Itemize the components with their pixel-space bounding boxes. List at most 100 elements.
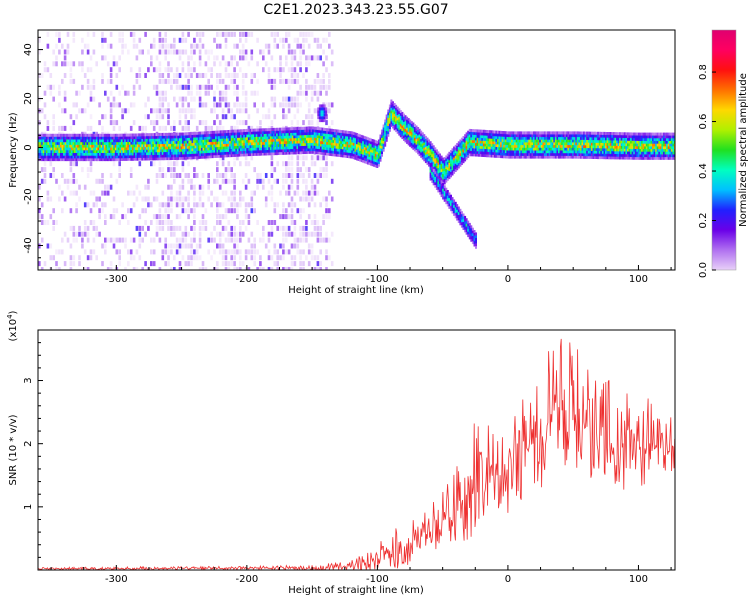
heatmap-cell [291, 138, 294, 141]
heatmap-cell [216, 144, 219, 148]
heatmap-cell [204, 139, 206, 143]
heatmap-cell [324, 149, 327, 153]
heatmap-cell [164, 90, 167, 96]
heatmap-cell [328, 102, 331, 108]
heatmap-cell [147, 146, 150, 150]
heatmap-cell [147, 225, 150, 231]
heatmap-cell [302, 190, 305, 196]
heatmap-cell [198, 37, 202, 43]
heatmap-cell [512, 147, 515, 151]
heatmap-cell [175, 138, 178, 142]
heatmap-cell [56, 158, 59, 162]
heatmap-cell [479, 140, 482, 144]
heatmap-cell [476, 142, 479, 146]
heatmap-cell [141, 136, 144, 139]
heatmap-cell [75, 208, 78, 214]
heatmap-cell [236, 120, 239, 126]
heatmap-cell [379, 148, 382, 151]
heatmap-cell [250, 31, 254, 37]
heatmap-cell [116, 152, 119, 156]
heatmap-cell [537, 155, 540, 159]
heatmap-cell [49, 73, 53, 78]
heatmap-cell [195, 255, 199, 261]
heatmap-cell [133, 133, 136, 137]
heatmap-cell [167, 78, 170, 84]
heatmap-cell [445, 166, 448, 170]
heatmap-cell [296, 73, 300, 78]
heatmap-cell [498, 130, 501, 134]
heatmap-cell [320, 146, 322, 150]
heatmap-cell [247, 137, 250, 140]
heatmap-cell [432, 153, 435, 157]
heatmap-cell [189, 132, 192, 136]
heatmap-cell [293, 220, 297, 225]
heatmap-cell [316, 231, 320, 237]
heatmap-cell [454, 155, 457, 159]
heatmap-cell [132, 31, 136, 37]
heatmap-cell [132, 237, 136, 243]
heatmap-cell [235, 132, 238, 136]
heatmap-cell [211, 144, 214, 148]
heatmap-cell [164, 138, 167, 142]
heatmap-cell [270, 120, 274, 126]
heatmap-cell [224, 102, 228, 108]
heatmap-cell [86, 133, 89, 137]
heatmap-cell [348, 141, 351, 145]
heatmap-cell [330, 120, 334, 126]
heatmap-cell [171, 151, 174, 155]
heatmap-cell [316, 73, 320, 78]
heatmap-cell [195, 31, 199, 37]
heatmap-cell [144, 102, 147, 108]
heatmap-cell [230, 143, 233, 147]
heatmap-cell [274, 130, 277, 134]
heatmap-cell [128, 144, 131, 148]
heatmap-cell [187, 261, 190, 267]
heatmap-cell [111, 136, 114, 140]
heatmap-cell [172, 138, 175, 142]
heatmap-cell [202, 144, 205, 148]
heatmap-cell [58, 196, 61, 202]
heatmap-cell [359, 145, 362, 149]
heatmap-cell [85, 141, 87, 145]
heatmap-cell [250, 249, 254, 255]
heatmap-cell [222, 149, 225, 153]
heatmap-cell [256, 78, 259, 84]
heatmap-cell [388, 107, 391, 111]
heatmap-cell [437, 154, 440, 158]
heatmap-cell [50, 150, 53, 153]
heatmap-cell [121, 49, 124, 55]
heatmap-cell [420, 138, 423, 142]
heatmap-cell [221, 108, 225, 114]
heatmap-cell [241, 148, 244, 152]
heatmap-cell [268, 144, 271, 148]
heatmap-cell [70, 133, 73, 137]
heatmap-cell [136, 157, 139, 161]
heatmap-cell [269, 149, 272, 153]
heatmap-cell [204, 102, 208, 108]
heatmap-cell [539, 139, 542, 143]
heatmap-cell [424, 138, 427, 142]
heatmap-cell [189, 156, 192, 160]
heatmap-cell [310, 96, 314, 102]
heatmap-cell [224, 154, 227, 158]
heatmap-cell [213, 237, 216, 243]
heatmap-cell [89, 84, 93, 90]
heatmap-cell [526, 134, 529, 138]
heatmap-cell [202, 136, 205, 140]
heatmap-cell [194, 156, 197, 160]
heatmap-cell [92, 220, 96, 225]
heatmap-cell [190, 73, 193, 78]
heatmap-cell [101, 37, 104, 43]
heatmap-cell [218, 78, 222, 84]
heatmap-cell [384, 143, 387, 147]
heatmap-cell [396, 106, 399, 110]
heatmap-cell [49, 144, 51, 148]
heatmap-cell [63, 196, 67, 202]
heatmap-cell [163, 151, 166, 155]
heatmap-cell [69, 178, 73, 184]
heatmap-cell [525, 131, 528, 135]
heatmap-cell [164, 157, 167, 161]
heatmap-cell [86, 144, 89, 148]
heatmap-cell [254, 131, 257, 135]
heatmap-cell [439, 158, 441, 162]
